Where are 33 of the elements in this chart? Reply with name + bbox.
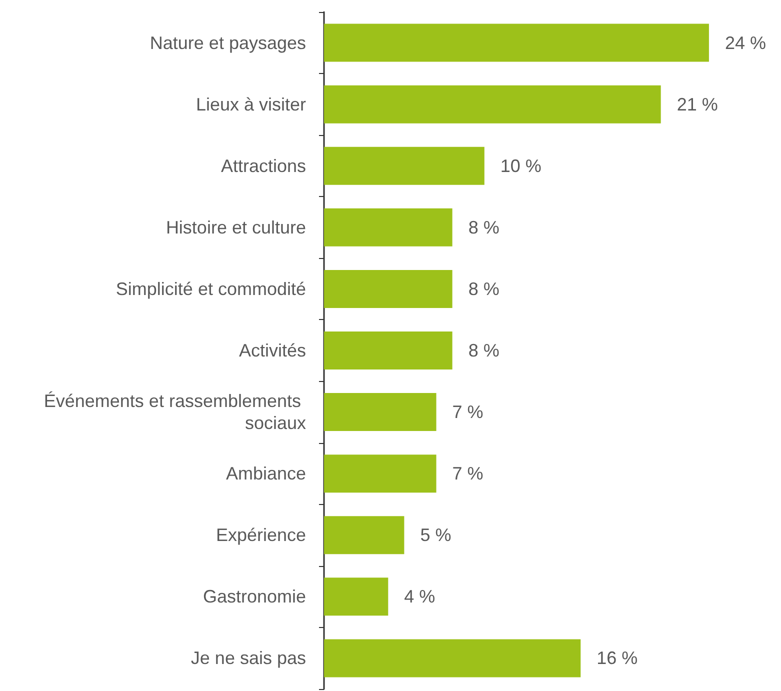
y-tick-label: Lieux à visiter (196, 94, 306, 114)
bar (324, 393, 436, 432)
bar (324, 454, 436, 493)
y-tick-label: Simplicité et commodité (116, 278, 306, 299)
y-tick-label: Ambiance (226, 464, 306, 484)
data-label: 16 % (596, 648, 638, 668)
data-label: 10 % (500, 156, 542, 176)
bar (324, 146, 484, 185)
y-tick-label: Activités (238, 340, 306, 360)
y-tick-label: Gastronomie (202, 586, 306, 607)
y-tick-label: Événements et rassemblements sociaux (44, 391, 306, 434)
data-label: 8 % (468, 340, 500, 360)
data-label: 21 % (676, 94, 718, 114)
y-tick-label: Je ne sais pas (190, 648, 306, 668)
bar (324, 578, 388, 616)
data-label: 7 % (452, 402, 484, 422)
data-label: 24 % (724, 32, 766, 53)
y-tick-label: Attractions (220, 156, 306, 176)
y-tick-label: Histoire et culture (166, 217, 306, 238)
bar (324, 332, 452, 370)
data-label: 8 % (468, 217, 500, 238)
bar (324, 270, 452, 308)
data-label: 8 % (468, 278, 500, 299)
bar (324, 639, 581, 678)
bar (324, 208, 452, 246)
y-tick-label: Nature et paysages (150, 32, 306, 53)
bar (324, 516, 404, 554)
data-label: 5 % (420, 525, 452, 546)
data-label: 7 % (452, 464, 484, 484)
y-tick-label: Expérience (216, 525, 306, 546)
bar (324, 85, 661, 124)
bar (324, 24, 709, 62)
data-label: 4 % (404, 586, 436, 607)
